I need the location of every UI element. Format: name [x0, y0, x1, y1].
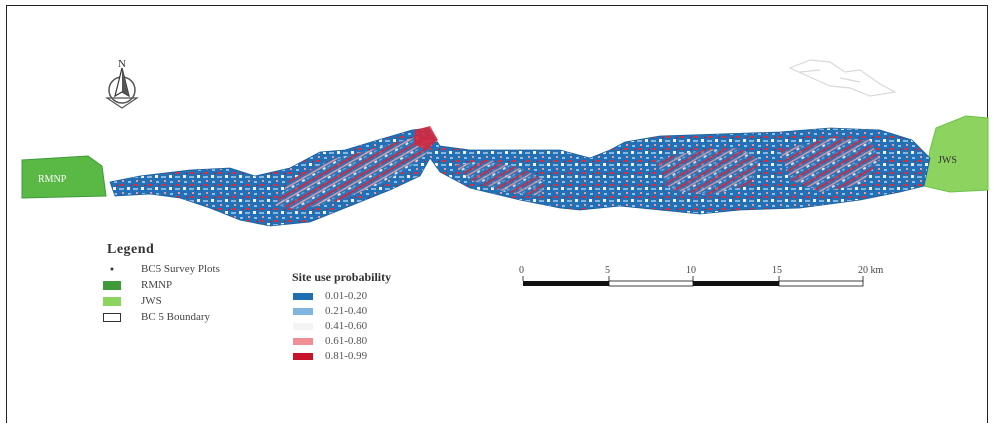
north-label: N [118, 58, 126, 70]
rmnp-map-label: RMNP [38, 174, 67, 185]
legend-item-boundary: BC 5 Boundary [103, 310, 210, 324]
high-probability-zone [780, 138, 880, 192]
probability-swatch [293, 322, 313, 330]
probability-swatch [293, 337, 313, 345]
legend-item-rmnp: RMNP [103, 278, 172, 292]
scale-tick-label: 15 [772, 265, 782, 276]
legend-item-survey-plots: ● BC5 Survey Plots [103, 262, 220, 276]
probability-swatch [293, 352, 313, 360]
scale-tick-label: 20 km [858, 265, 884, 276]
probability-class: 0.61-0.80 [293, 335, 367, 347]
probability-swatch [293, 307, 313, 315]
legend-item-label: RMNP [141, 279, 173, 291]
rmnp-swatch [103, 280, 121, 290]
probability-class: 0.21-0.40 [293, 305, 367, 317]
legend-item-label: BC 5 Boundary [141, 311, 211, 323]
probability-class-label: 0.21-0.40 [325, 305, 368, 317]
north-arrow-icon [105, 67, 139, 109]
probability-class-label: 0.61-0.80 [325, 335, 368, 347]
legend-item-jws: JWS [103, 294, 162, 308]
inset-sketch [788, 59, 897, 97]
high-probability-zone [655, 148, 760, 195]
probability-class-label: 0.41-0.60 [325, 320, 368, 332]
high-probability-zone [455, 160, 545, 196]
probability-legend-title: Site use probability [292, 270, 392, 284]
high-probability-zone [275, 135, 430, 210]
map-frame [6, 5, 988, 423]
scale-bar [522, 276, 864, 287]
probability-class: 0.41-0.60 [293, 320, 367, 332]
probability-class: 0.01-0.20 [293, 290, 367, 302]
legend-item-label: BC5 Survey Plots [141, 263, 220, 275]
boundary-swatch [103, 312, 121, 322]
jws-map-label: JWS [938, 155, 957, 166]
scale-tick-label: 0 [519, 265, 524, 276]
probability-class-label: 0.01-0.20 [325, 290, 368, 302]
legend-title: Legend [107, 242, 155, 257]
dot-icon: ● [109, 265, 115, 273]
probability-swatch [293, 292, 313, 300]
scale-tick-label: 5 [605, 265, 610, 276]
jws-area [923, 115, 989, 193]
legend-item-label: JWS [141, 295, 162, 307]
scale-tick-label: 10 [686, 265, 696, 276]
probability-class: 0.81-0.99 [293, 350, 367, 362]
probability-class-label: 0.81-0.99 [325, 350, 368, 362]
rmnp-area [21, 155, 107, 199]
high-probability-zone [414, 126, 438, 150]
jws-swatch [103, 296, 121, 306]
